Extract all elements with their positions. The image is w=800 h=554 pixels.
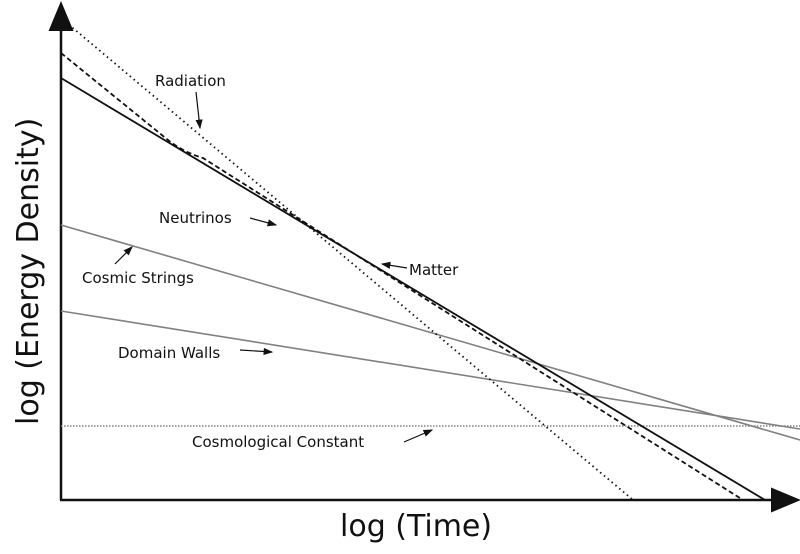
radiation-arrow-icon	[195, 91, 203, 130]
cosmic-strings-label: Cosmic Strings	[82, 269, 194, 287]
cosmic-strings-arrow-icon	[114, 246, 133, 265]
matter-arrow-icon	[380, 261, 408, 269]
cosmological-constant-arrow-icon	[403, 429, 434, 443]
y-axis-title: log (Energy Density)	[11, 118, 46, 425]
neutrinos-line	[60, 52, 744, 501]
neutrinos-label: Neutrinos	[159, 209, 232, 227]
radiation-label: Radiation	[155, 72, 226, 90]
cosmological-constant-label: Cosmological Constant	[192, 433, 364, 451]
domain-walls-arrow-icon	[239, 347, 274, 356]
matter-label: Matter	[409, 261, 459, 279]
domain-walls-label: Domain Walls	[118, 344, 220, 362]
domain-walls-line	[60, 310, 800, 430]
x-axis-title: log (Time)	[340, 509, 492, 544]
matter-line	[60, 77, 766, 501]
radiation-line	[60, 17, 634, 501]
cosmic-strings-line	[60, 224, 800, 441]
neutrinos-arrow-icon	[249, 217, 278, 227]
